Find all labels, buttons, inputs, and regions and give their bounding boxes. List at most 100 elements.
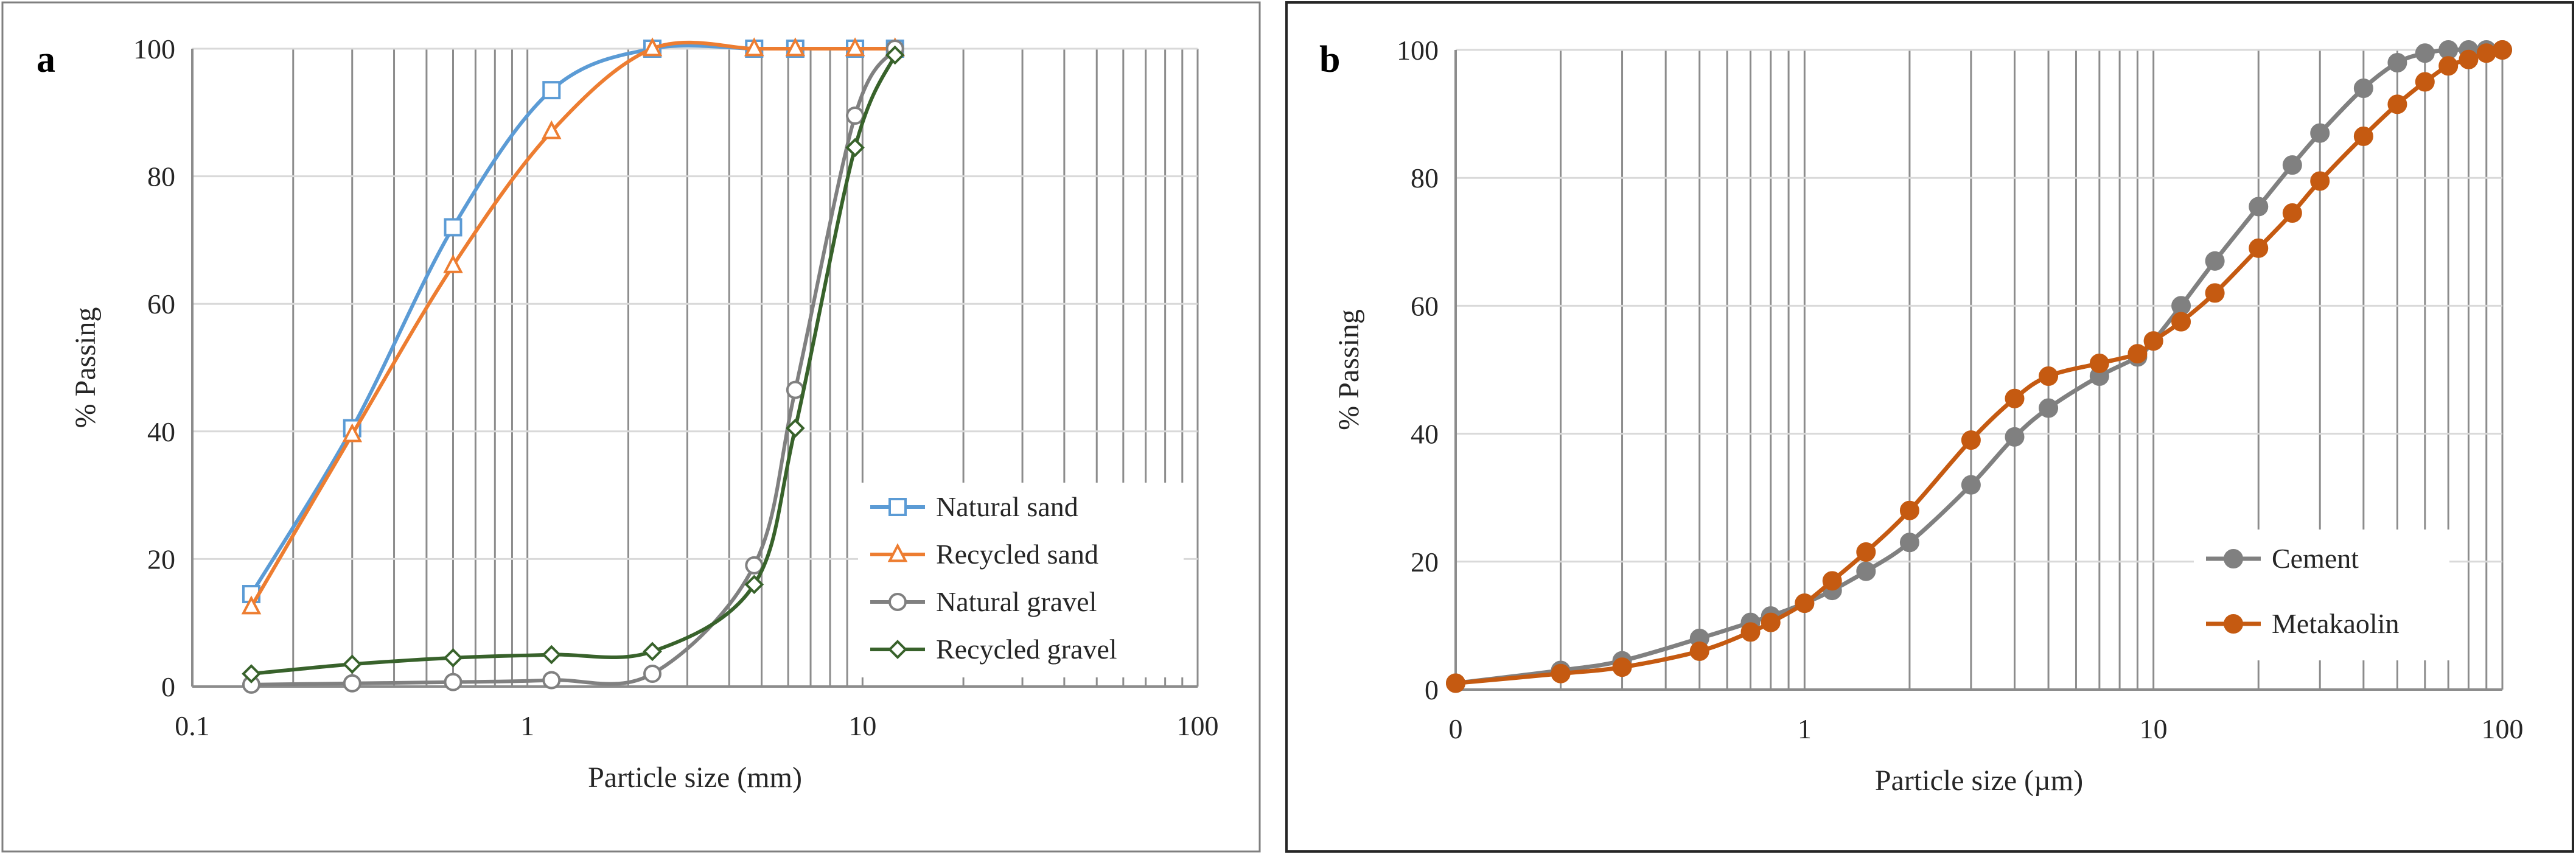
legend-label: Recycled sand <box>936 539 1098 570</box>
data-point <box>2205 283 2225 303</box>
panel-a-label: a <box>37 39 55 80</box>
data-point <box>785 37 806 57</box>
data-point <box>2438 56 2459 76</box>
x-tick-label: 100 <box>2482 713 2524 744</box>
y-tick-label: 40 <box>147 416 175 447</box>
x-tick-label: 10 <box>2140 713 2168 744</box>
data-point <box>2171 296 2191 316</box>
data-point <box>2282 203 2302 223</box>
y-tick-label: 20 <box>1411 547 1439 578</box>
data-point <box>1612 657 1632 677</box>
data-point <box>542 645 562 665</box>
data-point <box>745 556 764 575</box>
data-point <box>642 37 663 57</box>
series-metakaolin <box>1446 40 2512 693</box>
data-point <box>2387 53 2407 73</box>
data-point <box>643 665 662 683</box>
data-point <box>2039 398 2059 418</box>
y-axis-title: % Passing <box>1333 309 1365 430</box>
data-point <box>885 45 905 65</box>
data-point <box>2089 353 2109 373</box>
data-point <box>1740 622 1761 642</box>
data-point <box>744 37 764 57</box>
x-tick-label: 0.1 <box>175 710 210 741</box>
data-point <box>786 418 805 438</box>
data-point <box>1761 612 1781 632</box>
data-point <box>2459 49 2479 69</box>
data-point <box>2005 388 2025 408</box>
y-tick-label: 60 <box>147 288 175 320</box>
data-point <box>2127 344 2148 364</box>
gridlines <box>1454 49 2504 690</box>
data-point <box>2171 312 2191 332</box>
data-point <box>2415 43 2435 63</box>
data-point <box>542 81 561 100</box>
data-point <box>1899 533 1919 553</box>
y-axis-title: % Passing <box>69 307 102 428</box>
data-point <box>241 595 262 615</box>
y-tick-label: 60 <box>1411 290 1439 321</box>
data-point <box>1822 571 1842 591</box>
legend-marker <box>888 593 907 611</box>
data-point <box>1899 500 1919 520</box>
data-point <box>542 671 561 690</box>
data-point <box>1795 593 1815 614</box>
data-point <box>2005 427 2025 447</box>
legend-label: Metakaolin <box>2272 608 2400 639</box>
data-point <box>444 218 462 237</box>
data-point <box>342 654 362 674</box>
data-point <box>2282 155 2302 175</box>
x-axis-title: Particle size (mm) <box>588 761 802 794</box>
data-point <box>541 120 562 139</box>
legend-marker <box>888 498 907 516</box>
data-point <box>343 674 361 693</box>
x-tick-label: 1 <box>1798 713 1812 744</box>
data-point <box>2476 43 2496 63</box>
data-point <box>1856 561 1876 581</box>
series-recycled-gravel <box>242 45 905 683</box>
data-point <box>2143 331 2163 351</box>
data-point <box>2387 94 2407 114</box>
legend-marker <box>2224 549 2243 568</box>
data-point <box>643 642 662 662</box>
y-tick-label: 20 <box>147 544 175 575</box>
data-point <box>1446 673 1465 693</box>
panel-b-frame <box>1285 1 2574 853</box>
x-tick-label: 1 <box>520 710 534 741</box>
data-point <box>2493 40 2512 60</box>
data-point <box>2310 123 2330 143</box>
data-point <box>845 138 865 158</box>
data-point <box>2438 40 2459 60</box>
y-tick-label: 100 <box>133 33 175 65</box>
data-point <box>2249 238 2269 258</box>
chart-b: 0 20 40 60 80 100 0 1 10 100 Particle size (µm) % P… <box>1333 35 2524 797</box>
chart-a: 0 20 40 60 80 100 0.1 1 10 100 Particle size (mm)%… <box>69 33 1219 794</box>
data-point <box>443 254 463 273</box>
data-point <box>444 673 462 691</box>
y-tick-label: 100 <box>1397 35 1439 66</box>
data-point <box>1961 430 1981 450</box>
data-point <box>2353 79 2373 99</box>
data-point <box>1961 475 1981 495</box>
y-tick-label: 0 <box>1425 674 1439 705</box>
data-point <box>2039 366 2059 386</box>
data-point <box>342 423 363 442</box>
data-point <box>2415 72 2435 92</box>
y-tick-label: 80 <box>1411 163 1439 194</box>
legend-label: Cement <box>2272 543 2359 574</box>
data-point <box>1551 663 1571 683</box>
series-natural-gravel <box>242 40 904 694</box>
data-point <box>2310 171 2330 191</box>
data-point <box>1689 641 1709 661</box>
legend-marker <box>888 640 907 659</box>
x-axis-title: Particle size (µm) <box>1875 764 2083 797</box>
data-point <box>242 664 261 683</box>
panel-b-label: b <box>1319 39 1340 80</box>
x-tick-label: 100 <box>1177 710 1219 741</box>
data-point <box>1856 542 1876 562</box>
legend: Cement Metakaolin <box>2194 530 2449 660</box>
legend-marker <box>887 543 908 562</box>
data-point <box>443 648 463 668</box>
series-line <box>251 47 897 687</box>
